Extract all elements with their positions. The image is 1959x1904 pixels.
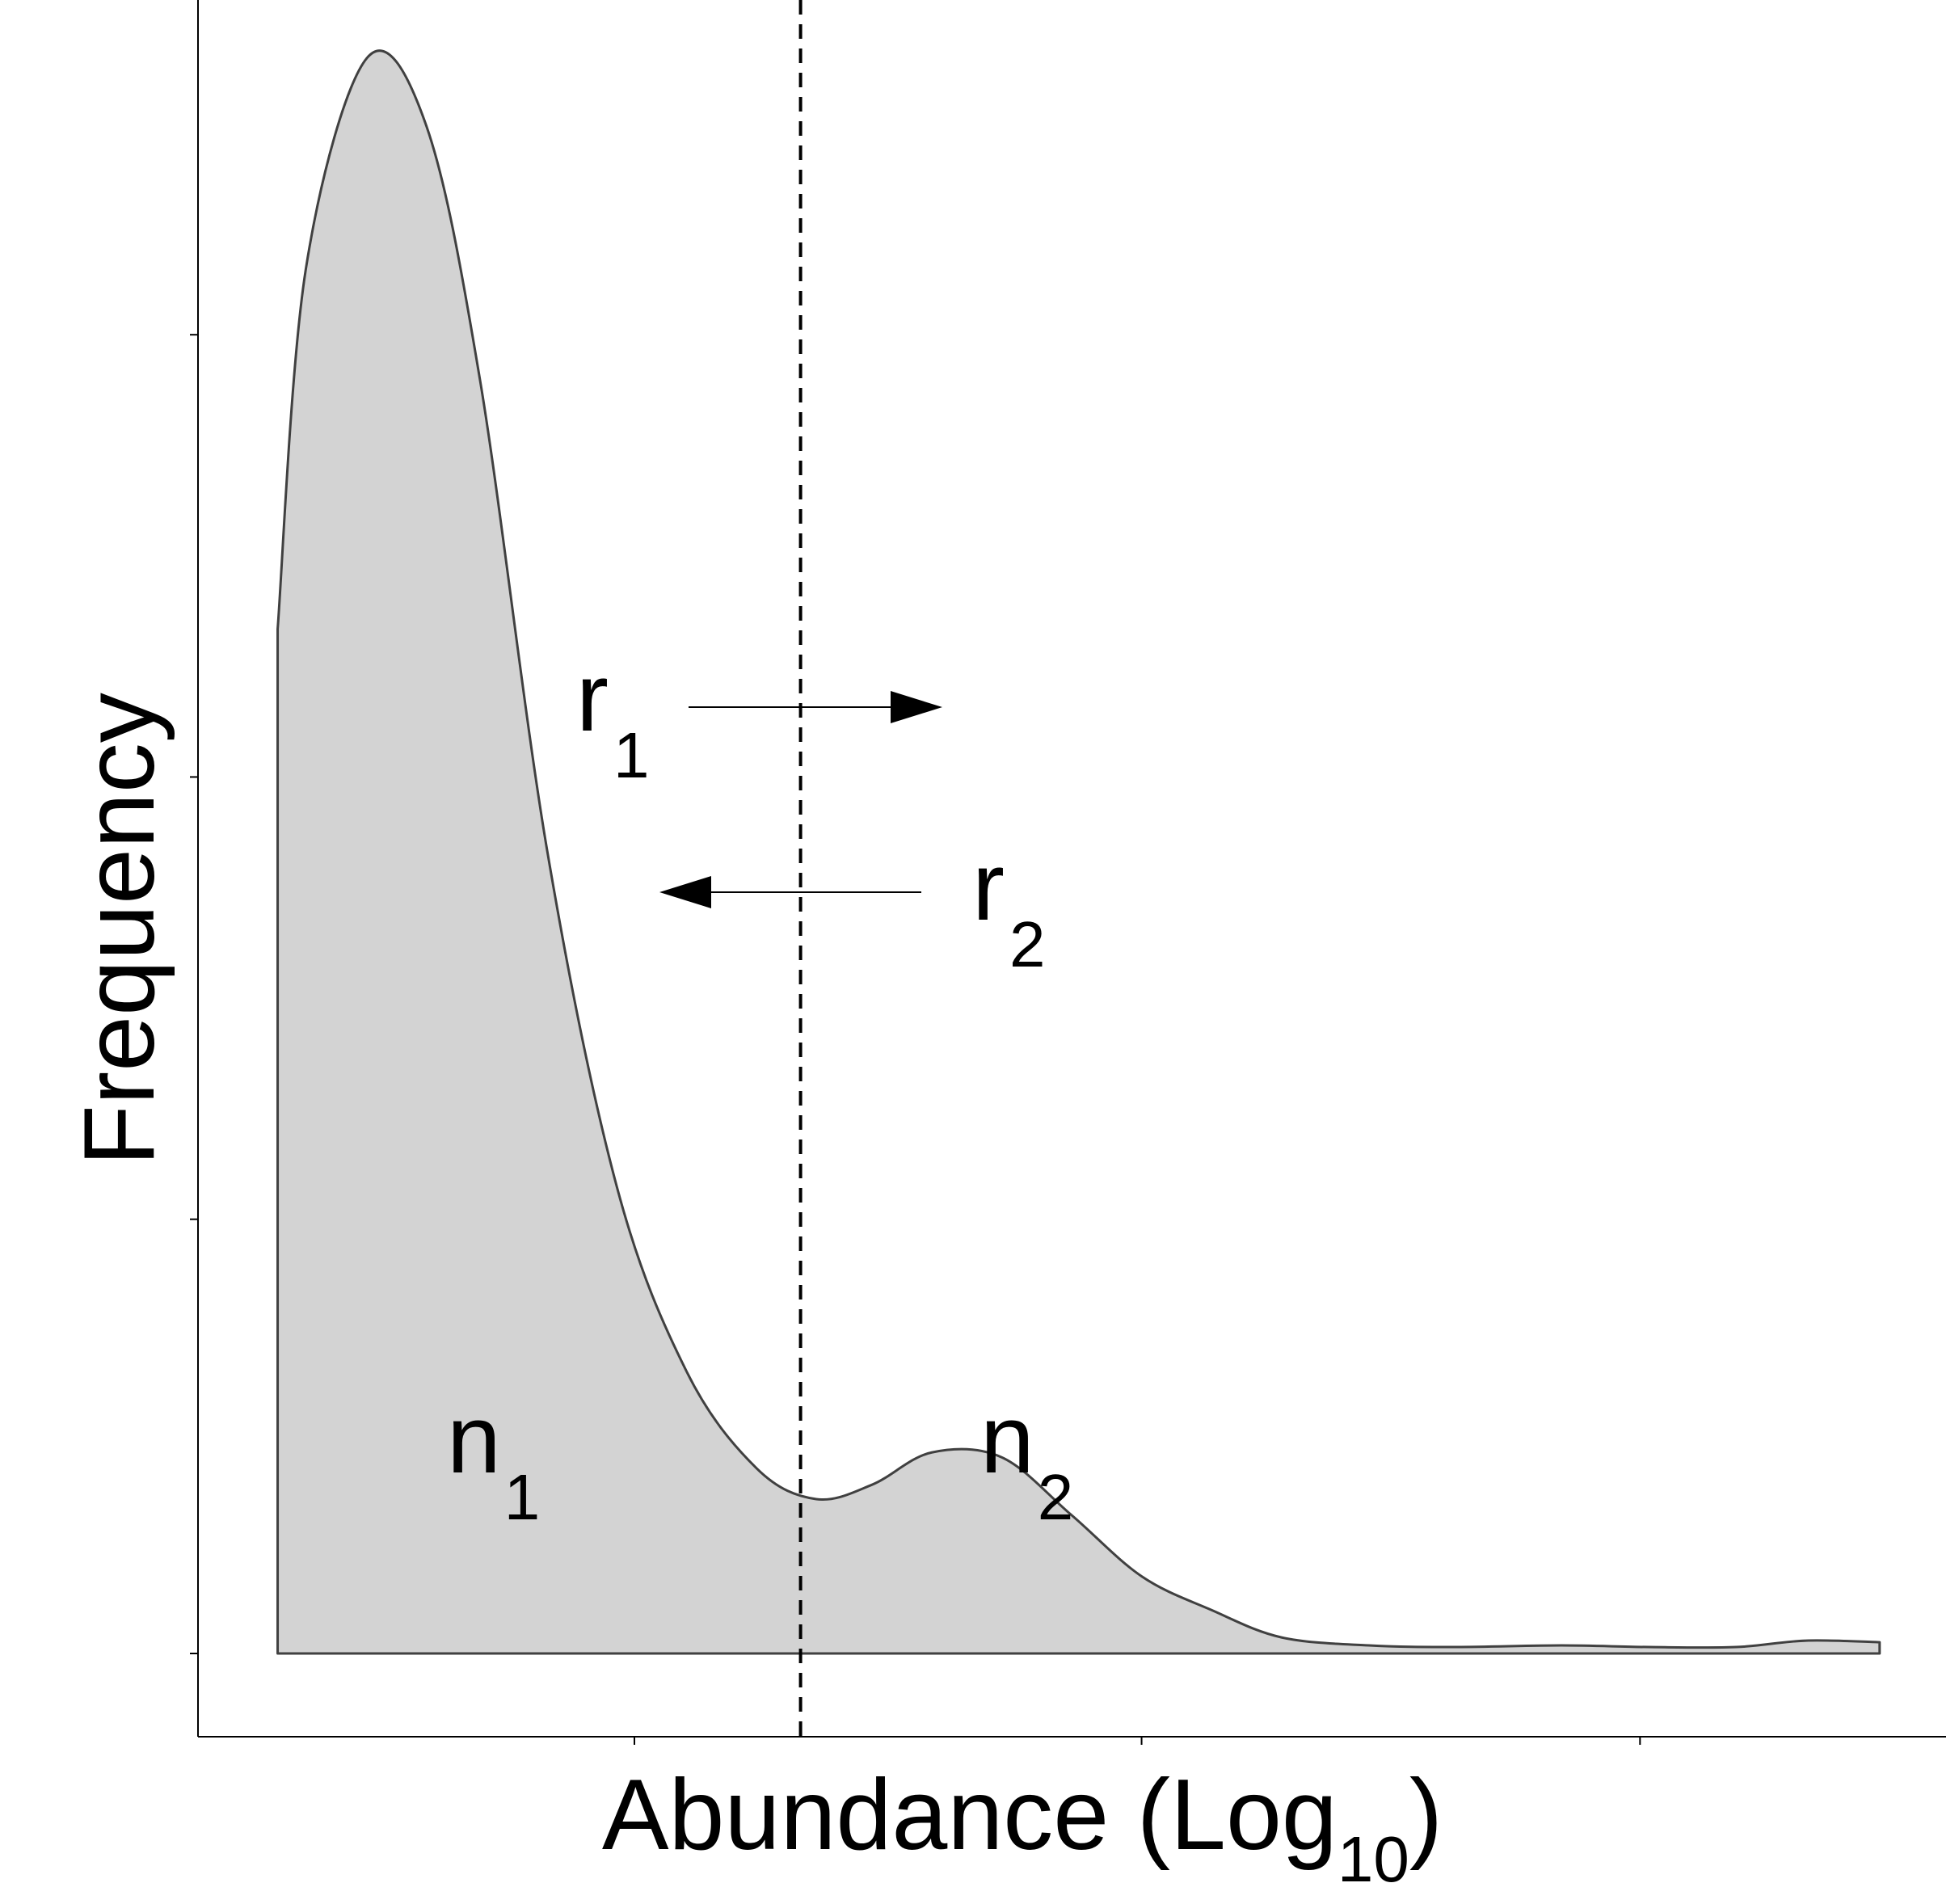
annotation-labels: r1 r2 n1 n2 [447,643,1073,1533]
label-n1: n1 [447,1385,540,1533]
label-n2: n2 [980,1385,1073,1533]
label-r2: r2 [972,832,1045,980]
label-r1: r1 [576,643,649,791]
density-area [276,49,1881,1655]
y-ticks [190,334,198,1654]
flow-arrows [659,691,942,908]
y-axis-title: Frequency [64,693,175,1166]
density-area-layer [276,49,1881,1655]
x-ticks [634,1737,1641,1745]
axes [190,0,1946,1745]
arrow-left-r2 [659,876,921,908]
arrow-right-r1 [689,691,942,723]
x-axis-title: Abundance (Log10) [602,1759,1443,1895]
